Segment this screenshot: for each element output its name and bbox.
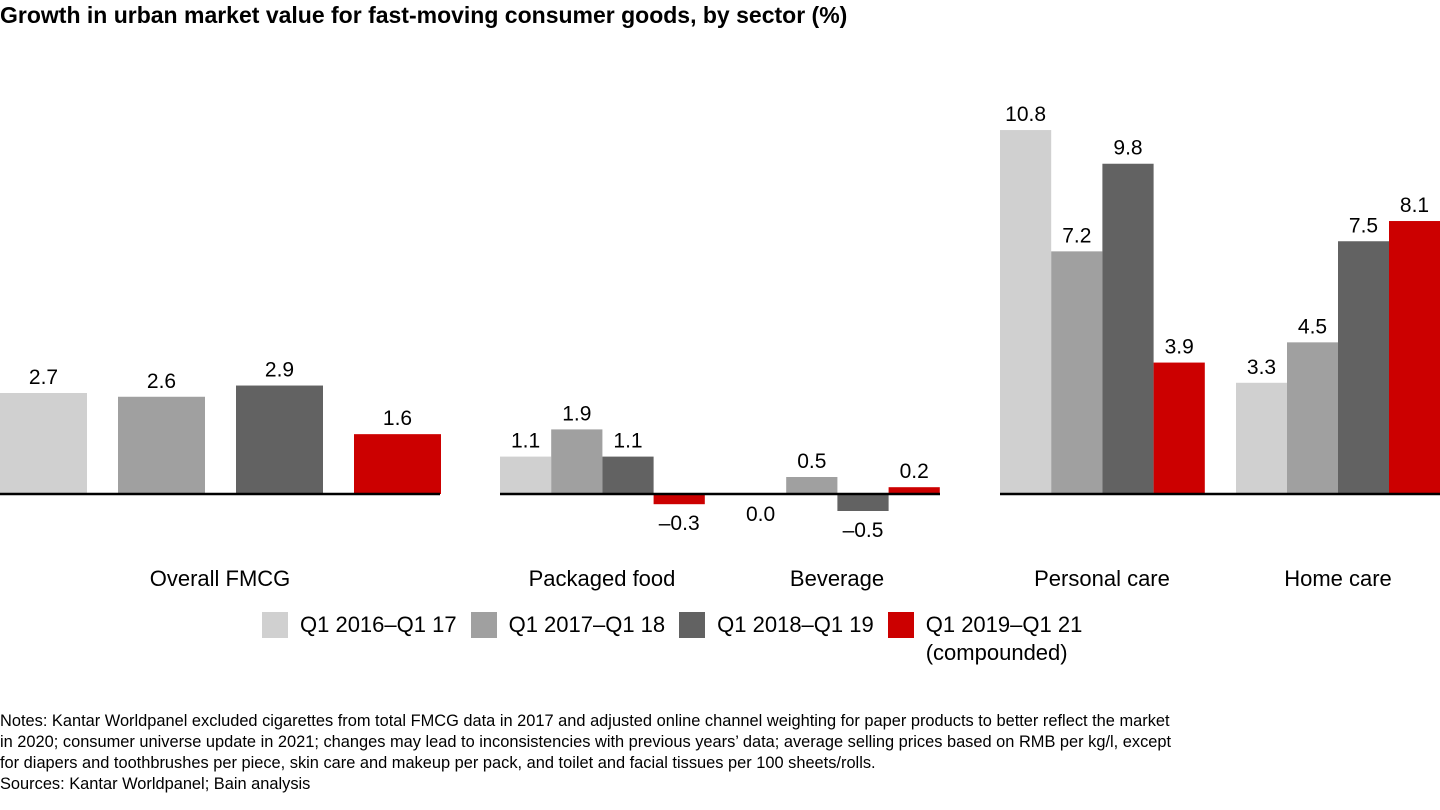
legend-swatch	[679, 612, 706, 638]
legend-item: Q1 2016–Q1 17	[262, 611, 457, 639]
bar	[1051, 251, 1103, 494]
bars-layer	[0, 130, 1440, 511]
category-label: Beverage	[790, 566, 884, 591]
data-label: 7.5	[1349, 214, 1378, 237]
data-label: 8.1	[1400, 194, 1429, 217]
data-label: 2.7	[29, 366, 58, 389]
legend-swatch	[887, 612, 914, 638]
legend-item: Q1 2019–Q1 21 (compounded)	[887, 611, 1083, 667]
data-label: 7.2	[1062, 224, 1091, 247]
value-labels-layer: 2.7 2.6 2.9 1.6 1.1 1.9 1.1 –0.3 0.0 0.5 –0.5 0.2 10…	[29, 103, 1429, 542]
legend-swatch	[470, 612, 497, 638]
bar	[1102, 163, 1154, 495]
data-label: 9.8	[1113, 137, 1142, 160]
data-label: –0.3	[659, 512, 700, 535]
bar	[1338, 241, 1389, 494]
data-label: 1.6	[383, 407, 412, 430]
data-label: 2.6	[147, 370, 176, 393]
legend-label: Q1 2019–Q1 21 (compounded)	[925, 612, 1083, 665]
bar-chart: 2.7 2.6 2.9 1.6 1.1 1.9 1.1 –0.3 0.0 0.5 –0.5 0.2 10…	[0, 103, 1440, 591]
sources-line: Sources: Kantar Worldpanel; Bain analysi…	[0, 775, 311, 793]
notes-line: for diapers and toothbrushes per piece, …	[0, 754, 876, 772]
bar	[1000, 130, 1052, 495]
notes-line: Notes: Kantar Worldpanel excluded cigare…	[0, 712, 1170, 730]
bar	[1287, 342, 1338, 494]
bar	[551, 429, 603, 494]
bar	[602, 456, 654, 494]
notes: Notes: Kantar Worldpanel excluded cigare…	[0, 711, 1440, 795]
legend-swatch	[262, 612, 288, 638]
category-label: Packaged food	[529, 566, 676, 591]
data-label: 3.9	[1165, 336, 1194, 359]
bar	[888, 487, 940, 494]
data-label: –0.5	[843, 519, 884, 542]
bar	[236, 385, 323, 494]
category-label: Overall FMCG	[150, 566, 291, 591]
bar	[786, 477, 838, 494]
data-label: 0.2	[900, 460, 929, 483]
bar	[1153, 362, 1205, 494]
bar	[1389, 221, 1440, 494]
data-label: 1.1	[613, 430, 642, 453]
bar	[837, 494, 889, 511]
data-label: 0.5	[797, 450, 826, 473]
data-label: 1.1	[511, 430, 540, 453]
data-label: 3.3	[1247, 356, 1276, 379]
bar	[118, 396, 205, 494]
bar	[500, 456, 552, 494]
data-label: 10.8	[1005, 103, 1046, 126]
category-label: Home care	[1284, 566, 1392, 591]
category-labels-layer: Overall FMCG Packaged food Beverage Persona…	[150, 566, 1392, 591]
category-label: Personal care	[1034, 566, 1170, 591]
bar	[0, 393, 87, 494]
legend-item: Q1 2018–Q1 19	[679, 611, 874, 639]
bar	[354, 434, 441, 494]
legend-label: Q1 2016–Q1 17	[300, 612, 457, 637]
legend: Q1 2016–Q1 17 Q1 2017–Q1 18 Q1 2018–Q1 1…	[262, 611, 1096, 667]
data-label: 2.9	[265, 359, 294, 382]
bar	[653, 494, 705, 505]
chart-title: Growth in urban market value for fast-mo…	[0, 2, 848, 28]
data-label: 4.5	[1298, 315, 1327, 338]
data-label: 1.9	[562, 402, 591, 425]
legend-item: Q1 2017–Q1 18	[470, 611, 666, 639]
data-label: 0.0	[746, 503, 775, 526]
notes-line: in 2020; consumer universe update in 202…	[0, 733, 1172, 751]
legend-label: Q1 2018–Q1 19	[717, 612, 874, 637]
legend-label: Q1 2017–Q1 18	[508, 612, 666, 637]
bar	[1236, 382, 1287, 494]
